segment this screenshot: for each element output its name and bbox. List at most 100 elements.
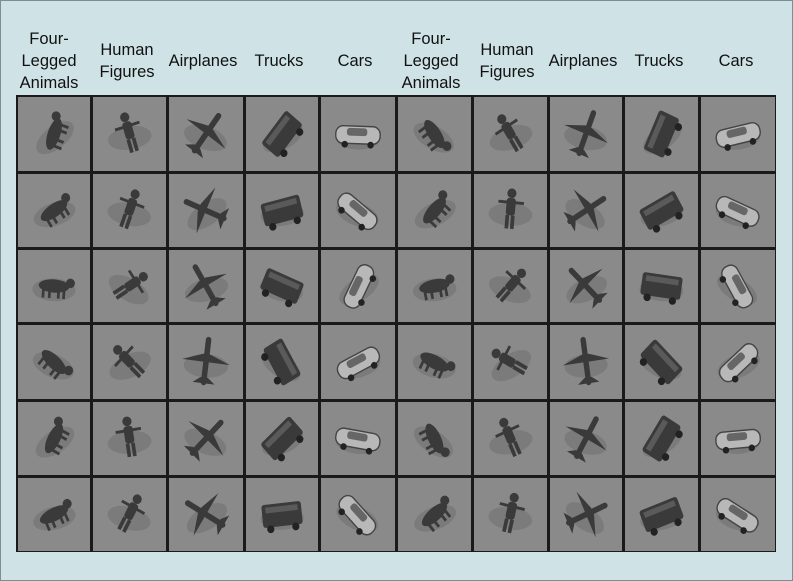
truck-photo-icon [639,272,684,305]
animal-photo-icon [33,498,76,532]
grid-cell-r2-c8-airplane [550,174,622,247]
truck-photo-icon [260,501,304,534]
animal-photo-icon [414,190,456,229]
car-photo-icon [715,121,761,151]
truck-photo-icon [639,191,684,233]
grid-cell-r3-c8-airplane [550,250,622,322]
human-photo-icon [488,492,533,534]
grid-cell-r3-c9-truck [625,250,698,322]
airplane-photo-icon [564,416,607,463]
grid-cell-r1-c6-animal [398,97,471,171]
truck-photo-icon [261,338,301,386]
column-label-5: Cars [337,52,373,70]
grid-cell-r5-c1-animal [18,402,90,475]
grid-cell-r4-c2-human [93,325,166,399]
car-photo-icon [335,427,381,455]
car-photo-icon [715,497,760,534]
animal-photo-icon [36,111,74,155]
grid-cell-r4-c6-animal [398,325,471,399]
grid-cell-r1-c10-car [701,97,775,171]
grid-cell-r1-c7-human [474,97,547,171]
grid-cell-r5-c5-car [321,402,395,475]
grid-cell-r1-c5-car [321,97,395,171]
grid-cell-r6-c3-airplane [169,478,243,551]
airplane-photo-icon [184,493,230,536]
grid-cell-r3-c3-airplane [169,250,243,322]
truck-photo-icon [639,497,684,536]
airplane-photo-icon [184,112,227,159]
animal-photo-icon [413,119,454,153]
animal-photo-icon [412,352,456,379]
animal-photo-icon [412,274,457,302]
grid-cell-r3-c4-truck [246,250,318,322]
grid-cell-r6-c4-truck [246,478,318,551]
grid-cell-r2-c2-human [93,174,166,247]
truck-photo-icon [642,415,683,462]
animal-photo-icon [32,278,76,302]
grid-cell-r6-c9-truck [625,478,698,551]
grid-cell-r5-c7-human [474,402,547,475]
grid-cell-r2-c1-animal [18,174,90,247]
car-photo-icon [717,343,760,383]
column-header-row: Four- Legged Animals Human Figures Airplan… [1,1,793,101]
animal-photo-icon [32,349,74,380]
airplane-photo-icon [184,264,229,310]
airplane-photo-icon [183,187,230,234]
grid-cell-r2-c3-airplane [169,174,243,247]
human-photo-icon [489,268,531,304]
car-photo-icon [336,494,379,536]
grid-cell-r6-c7-human [474,478,547,551]
grid-cell-r4-c4-truck [246,325,318,399]
grid-cell-r3-c5-car [321,250,395,322]
airplane-photo-icon [182,336,230,386]
human-photo-icon [489,114,533,153]
grid-cell-r1-c4-truck [246,97,318,171]
grid-cell-r1-c9-truck [625,97,698,171]
image-grid [16,95,776,552]
grid-cell-r6-c10-car [701,478,775,551]
animal-photo-icon [414,495,457,533]
column-label-2: Human Figures [99,41,155,81]
column-label-4: Trucks [254,52,304,70]
car-photo-icon [336,192,379,231]
car-photo-icon [715,428,761,454]
human-photo-icon [491,345,532,382]
human-photo-icon [107,494,151,533]
car-photo-icon [715,195,760,229]
grid-cell-r1-c2-human [93,97,166,171]
grid-cell-r5-c2-human [93,402,166,475]
truck-photo-icon [639,339,683,386]
grid-cell-r4-c10-car [701,325,775,399]
human-photo-icon [488,188,533,230]
animal-photo-icon [414,423,454,458]
grid-cell-r4-c5-car [321,325,395,399]
human-photo-icon [107,416,152,458]
truck-photo-icon [260,194,304,231]
grid-cell-r5-c9-truck [625,402,698,475]
grid-cell-r3-c6-animal [398,250,471,322]
grid-cell-r4-c9-truck [625,325,698,399]
grid-cell-r4-c3-airplane [169,325,243,399]
car-photo-icon [335,124,381,150]
grid-cell-r4-c8-airplane [550,325,622,399]
column-label-7: Human Figures [479,41,535,81]
grid-cell-r5-c4-truck [246,402,318,475]
grid-cell-r5-c8-airplane [550,402,622,475]
car-photo-icon [717,264,758,309]
human-photo-icon [108,269,149,305]
human-photo-icon [108,112,152,154]
grid-cell-r3-c2-human [93,250,166,322]
grid-cell-r3-c10-car [701,250,775,322]
grid-cell-r6-c1-animal [18,478,90,551]
animal-photo-icon [33,193,76,228]
human-photo-icon [109,344,151,380]
truck-photo-icon [262,111,304,158]
airplane-photo-icon [564,110,608,159]
grid-cell-r5-c10-car [701,402,775,475]
airplane-photo-icon [562,336,610,386]
column-label-10: Cars [718,52,754,70]
grid-cell-r2-c6-animal [398,174,471,247]
airplane-photo-icon [183,419,227,462]
column-label-6: Four- Legged Animals [401,30,461,92]
